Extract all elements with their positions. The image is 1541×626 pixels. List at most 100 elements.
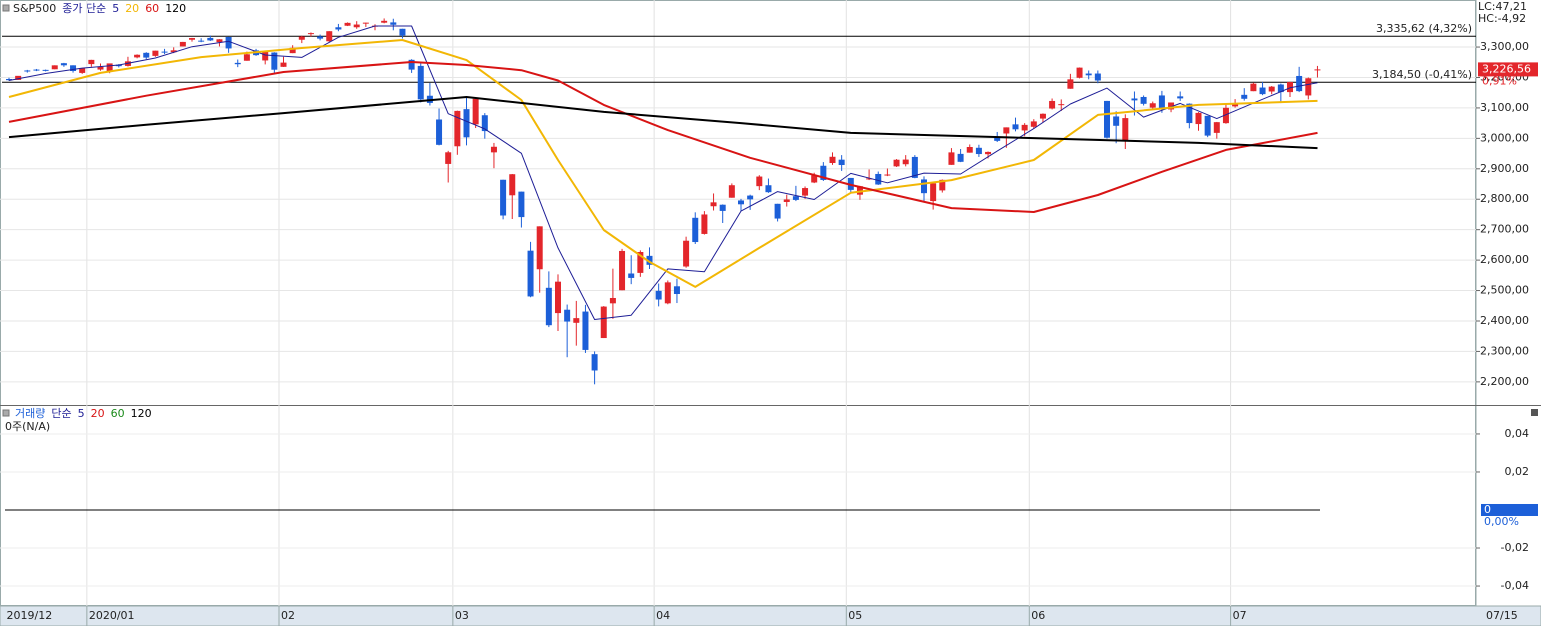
x-tick-label: 03 — [455, 609, 469, 622]
candle-body — [70, 65, 77, 72]
candle-body — [15, 75, 22, 80]
legend-icon — [2, 409, 10, 417]
candle-body — [262, 52, 269, 61]
candle-body — [1296, 75, 1303, 92]
x-tick-label: 04 — [656, 609, 670, 622]
price-change: 0,91% — [1482, 74, 1517, 87]
candle-body — [692, 217, 699, 243]
candle-body — [811, 175, 818, 183]
candle-body — [1131, 98, 1138, 101]
volume-title: 거래량 — [15, 407, 45, 420]
candle-body — [939, 179, 946, 191]
volume-note: 0주(N/A) — [5, 420, 50, 433]
candle-body — [243, 54, 250, 61]
candle-body — [518, 191, 525, 218]
volume-legend: 거래량 단순 5 20 60 120 — [15, 407, 152, 420]
candle-body — [1241, 94, 1248, 99]
candle-body — [1113, 116, 1120, 126]
candle-body — [33, 69, 40, 71]
legend-entry: 60 — [111, 407, 125, 420]
candle-body — [42, 69, 49, 71]
candle-body — [1158, 95, 1165, 109]
candle-body — [701, 214, 708, 234]
candle-body — [728, 185, 735, 198]
candle-body — [856, 186, 863, 195]
level-label: 3,335,62 (4,32%) — [1376, 22, 1472, 35]
legend-icon — [2, 4, 10, 12]
candle-body — [1177, 96, 1184, 99]
candle-body — [289, 47, 296, 54]
zero-change: 0,00% — [1484, 515, 1519, 528]
candle-body — [390, 22, 397, 25]
candle-body — [353, 24, 360, 28]
candle-body — [152, 50, 159, 56]
candle-body — [1058, 104, 1065, 106]
candle-body — [1305, 78, 1312, 96]
candle-body — [738, 200, 744, 205]
panel-button[interactable] — [1531, 409, 1538, 416]
candle-body — [555, 281, 561, 314]
hc-label: HC:-4,92 — [1478, 12, 1526, 25]
candle-body — [838, 159, 845, 166]
legend-entry: 60 — [145, 2, 159, 15]
y-tick-label: 3,300,00 — [1480, 40, 1529, 53]
candle-body — [866, 178, 873, 180]
last-date-label: 07/15 — [1486, 609, 1518, 622]
candle-body — [326, 31, 333, 42]
candle-body — [1003, 127, 1010, 134]
candle-body — [719, 204, 726, 211]
y-tick-label: 2,700,00 — [1480, 223, 1529, 236]
candle-body — [1067, 79, 1074, 89]
candle-body — [655, 290, 662, 300]
moving-average-line — [8, 61, 1318, 213]
zero-tag — [1481, 503, 1538, 516]
candle-body — [1213, 122, 1220, 133]
candle-body — [481, 115, 488, 132]
candle-body — [829, 156, 836, 164]
candle-body — [609, 297, 616, 304]
candle-body — [6, 79, 12, 81]
candle-body — [710, 202, 717, 207]
x-tick-label: 05 — [848, 609, 862, 622]
x-tick-label: 06 — [1031, 609, 1045, 622]
candle-body — [1094, 73, 1101, 81]
candle-body — [216, 39, 223, 43]
candle-body — [1186, 103, 1193, 124]
candle-body — [79, 68, 86, 73]
y-tick-label: 2,400,00 — [1480, 314, 1529, 327]
y-tick-label: 2,900,00 — [1480, 162, 1529, 175]
candle-body — [756, 176, 763, 187]
candle-body — [1122, 118, 1129, 141]
zero-tag-label: 0 — [1484, 503, 1491, 516]
chart-title: S&P500 — [13, 2, 56, 15]
price-tag-label: 3,226,56 — [1482, 62, 1531, 75]
y-tick-label: 2,500,00 — [1480, 284, 1529, 297]
candle-body — [134, 54, 141, 58]
candle-body — [436, 119, 443, 145]
candle-body — [51, 65, 58, 70]
candle-body — [1287, 82, 1293, 93]
candle-body — [664, 282, 671, 304]
candle-body — [445, 152, 452, 164]
candle-body — [454, 110, 461, 147]
moving-average-line — [8, 39, 1318, 288]
candle-body — [1195, 112, 1202, 125]
candle-body — [1049, 100, 1056, 109]
candle-body — [490, 146, 497, 153]
candle-body — [774, 203, 781, 219]
candle-body — [921, 179, 927, 194]
candle-body — [189, 38, 195, 40]
candle-body — [280, 62, 287, 67]
candle-body — [472, 98, 479, 125]
candle-body — [582, 311, 589, 350]
candle-body — [97, 66, 104, 70]
candle-body — [948, 152, 955, 165]
candle-body — [1039, 113, 1046, 119]
candle-body — [527, 250, 534, 297]
candle-body — [911, 156, 918, 178]
candle-body — [564, 309, 571, 322]
candle-body — [500, 179, 507, 216]
price-legend: S&P500 종가 단순 5 20 60 120 — [13, 2, 186, 15]
x-tick-label: 02 — [281, 609, 295, 622]
candle-body — [24, 70, 31, 72]
